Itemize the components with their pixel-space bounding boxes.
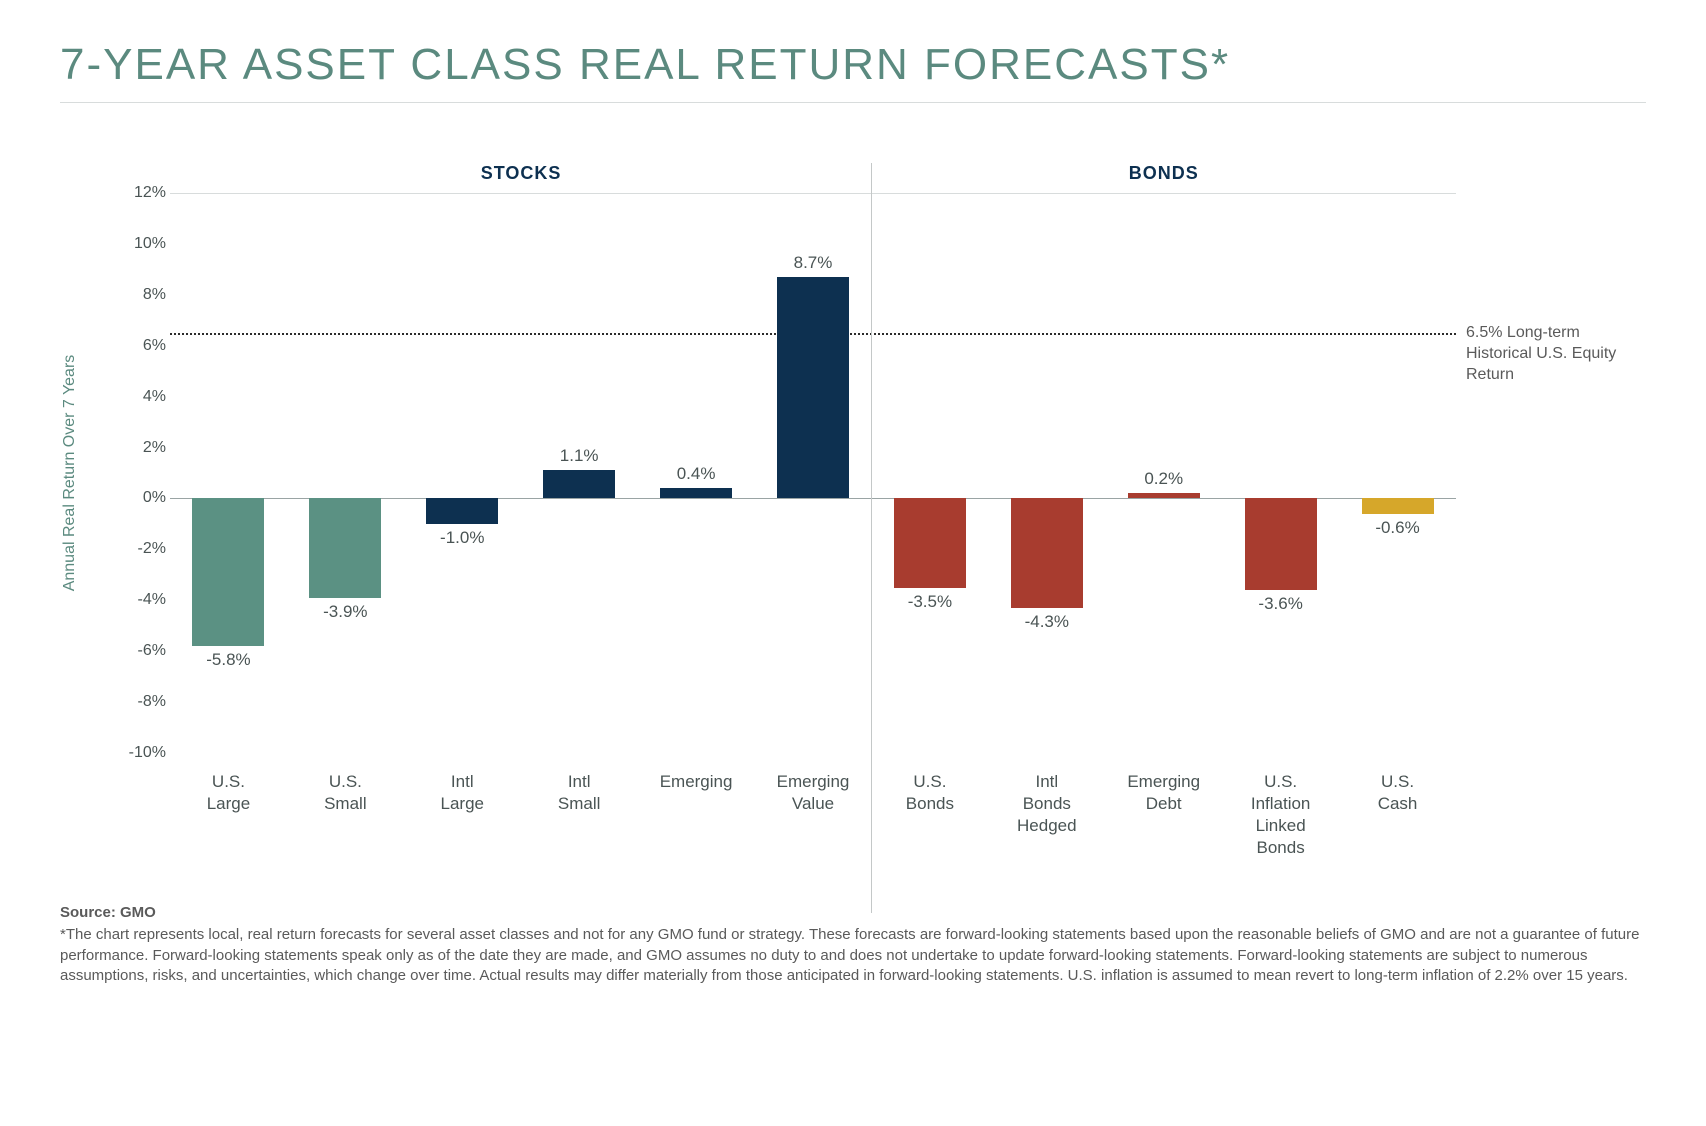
bar-value-label: -5.8%: [178, 650, 278, 670]
x-axis-label: U.S.Cash: [1348, 771, 1448, 815]
reference-line-label: 6.5% Long-term Historical U.S. Equity Re…: [1466, 323, 1641, 385]
chart-bar: [426, 498, 498, 523]
footer-disclaimer: *The chart represents local, real return…: [60, 925, 1646, 986]
bar-value-label: -3.9%: [295, 602, 395, 622]
section-label-stocks: STOCKS: [481, 163, 562, 184]
chart-bar: [543, 470, 615, 498]
y-tick: -4%: [122, 591, 166, 609]
bar-value-label: -1.0%: [412, 528, 512, 548]
chart-bar: [1362, 498, 1434, 513]
bar-value-label: 1.1%: [529, 446, 629, 466]
y-tick: -10%: [122, 744, 166, 762]
chart-bar: [309, 498, 381, 597]
y-tick: 6%: [122, 337, 166, 355]
page-title: 7-YEAR ASSET CLASS REAL RETURN FORECASTS…: [60, 40, 1646, 90]
chart-bar: [192, 498, 264, 646]
chart-bar: [1245, 498, 1317, 590]
footer: Source: GMO *The chart represents local,…: [60, 903, 1646, 986]
bar-value-label: -3.6%: [1231, 594, 1331, 614]
y-tick: 4%: [122, 388, 166, 406]
chart-bar: [1128, 493, 1200, 498]
x-axis-label: IntlSmall: [529, 771, 629, 815]
chart-bar: [660, 488, 732, 498]
x-axis-label: IntlBondsHedged: [997, 771, 1097, 837]
y-axis-title: Annual Real Return Over 7 Years: [61, 355, 79, 592]
y-tick: 2%: [122, 439, 166, 457]
footer-source: Source: GMO: [60, 903, 1646, 923]
bar-value-label: 0.2%: [1114, 469, 1214, 489]
section-divider: [871, 163, 872, 913]
x-axis-label: Emerging: [646, 771, 746, 793]
x-axis-label: EmergingDebt: [1114, 771, 1214, 815]
x-axis-label: U.S.Bonds: [880, 771, 980, 815]
x-axis-label: IntlLarge: [412, 771, 512, 815]
y-tick: -6%: [122, 642, 166, 660]
y-tick: 12%: [122, 184, 166, 202]
y-tick: 10%: [122, 235, 166, 253]
y-tick: 0%: [122, 489, 166, 507]
x-axis-label: U.S.Large: [178, 771, 278, 815]
section-label-bonds: BONDS: [1129, 163, 1199, 184]
section-labels: STOCKS BONDS: [60, 163, 1646, 193]
title-divider: [60, 102, 1646, 103]
bar-value-label: -4.3%: [997, 612, 1097, 632]
y-tick: -2%: [122, 540, 166, 558]
x-axis-label: U.S.InflationLinkedBonds: [1231, 771, 1331, 859]
chart-bar: [777, 277, 849, 498]
plot-area: 6.5% Long-term Historical U.S. Equity Re…: [170, 193, 1456, 753]
bar-value-label: -0.6%: [1348, 518, 1448, 538]
bar-value-label: -3.5%: [880, 592, 980, 612]
y-tick: 8%: [122, 286, 166, 304]
x-axis-label: U.S.Small: [295, 771, 395, 815]
bar-value-label: 0.4%: [646, 464, 746, 484]
y-tick: -8%: [122, 693, 166, 711]
grid-top-line: [170, 193, 1456, 194]
bar-value-label: 8.7%: [763, 253, 863, 273]
x-axis-label: EmergingValue: [763, 771, 863, 815]
chart-container: Annual Real Return Over 7 Years STOCKS B…: [60, 193, 1646, 753]
chart-bar: [1011, 498, 1083, 607]
chart-bar: [894, 498, 966, 587]
